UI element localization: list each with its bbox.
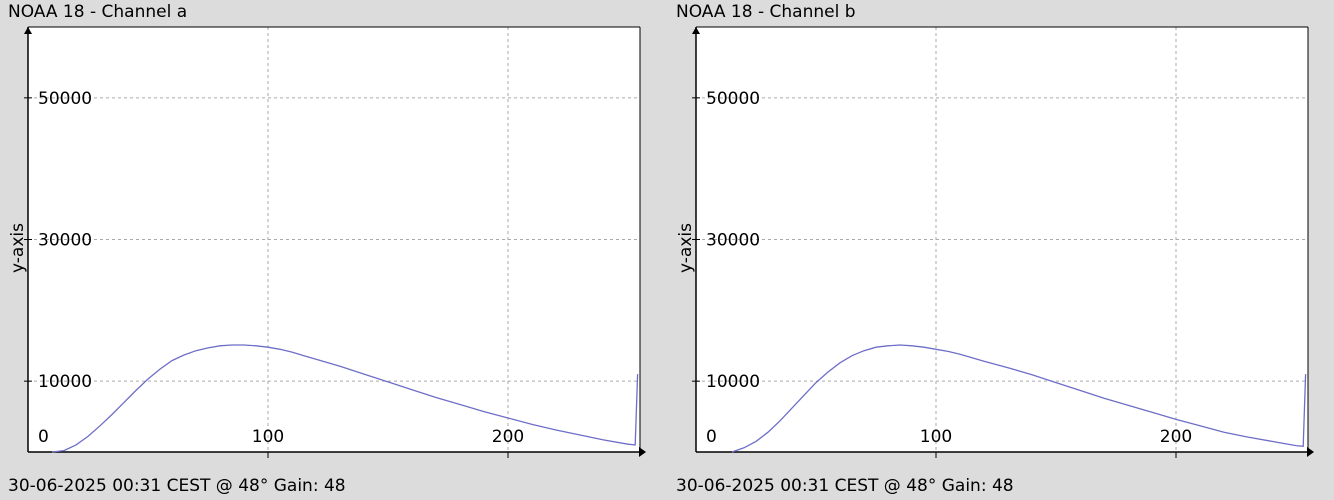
y-axis-label: y-axis — [8, 223, 28, 273]
x-tick-label: 100 — [252, 427, 284, 447]
x-tick-label: 200 — [492, 427, 524, 447]
x-tick-label: 200 — [1160, 427, 1192, 447]
plot-area: 100 200 0 10000 30000 50000 — [692, 26, 1314, 458]
y-tick-label: 10000 — [38, 372, 92, 392]
chart-title: NOAA 18 - Channel b — [676, 2, 856, 22]
y-tick-label: 0 — [38, 427, 49, 447]
y-axis-label: y-axis — [676, 223, 696, 273]
y-tick-label: 30000 — [706, 231, 760, 251]
x-tick-label: 100 — [920, 427, 952, 447]
chart-panel-channel-b: NOAA 18 - Channel b 100 200 0 10000 30000 500… — [668, 0, 1328, 500]
y-tick-label: 30000 — [38, 231, 92, 251]
y-axis-arrow — [692, 27, 700, 34]
series-line — [51, 344, 639, 453]
series-line — [731, 344, 1307, 453]
y-tick-label: 50000 — [38, 89, 92, 109]
plot-area: 100 200 0 10000 30000 50000 — [24, 26, 646, 458]
x-axis-arrow — [1307, 447, 1314, 457]
chart-footer: 30-06-2025 00:31 CEST @ 48° Gain: 48 — [8, 476, 346, 496]
y-tick-label: 50000 — [706, 89, 760, 109]
chart-footer: 30-06-2025 00:31 CEST @ 48° Gain: 48 — [676, 476, 1014, 496]
chart-panel-channel-a: NOAA 18 - Channel a 100 200 0 10000 30000 500… — [0, 0, 660, 500]
y-axis-arrow — [24, 27, 32, 34]
y-tick-label: 0 — [706, 427, 717, 447]
y-tick-label: 10000 — [706, 372, 760, 392]
chart-title: NOAA 18 - Channel a — [8, 2, 188, 22]
x-axis-arrow — [639, 447, 646, 457]
